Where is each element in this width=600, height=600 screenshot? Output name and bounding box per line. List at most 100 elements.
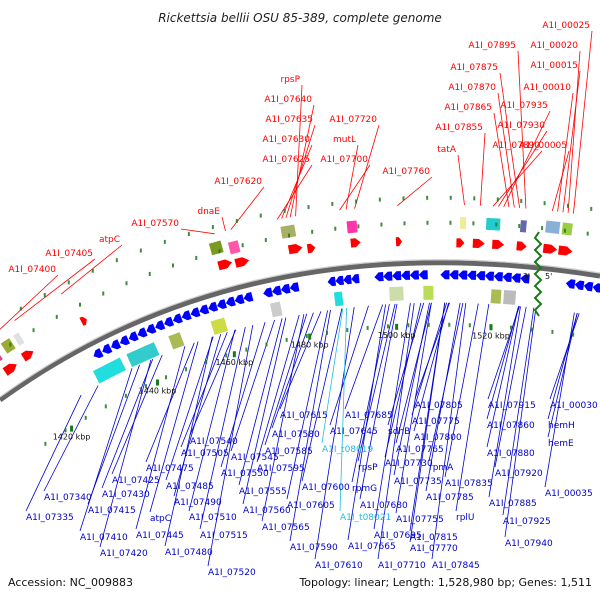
ruler-dot [283,208,286,213]
reverse-feature-block [423,285,434,300]
reverse-gene-arrow [225,296,236,307]
reverse-gene-label: A1I_07915 [488,401,536,411]
ruler-dot [67,280,70,285]
leader-line [455,304,490,512]
forward-gene-label: dnaE [197,207,220,217]
ruler-dot [380,222,383,227]
ruler-dot [124,393,127,398]
ruler-dot [245,347,248,352]
trna-gene-label: A1I_t08021 [340,513,391,523]
forward-gene-label: A1I_00005 [519,141,567,151]
reverse-gene-label: A1I_07555 [239,487,287,497]
reverse-gene-arrow [234,294,245,305]
reverse-gene-arrow [217,299,227,309]
tick-mark [70,425,74,432]
reverse-gene-label: A1I_07410 [80,533,128,543]
leader-line [547,312,578,420]
reverse-gene-label: A1I_07805 [415,401,463,411]
ruler-dot [9,342,12,347]
ruler-dot [44,441,47,446]
reverse-gene-arrow [493,272,503,282]
leader-line [164,336,213,547]
reverse-gene-arrow [289,282,300,292]
reverse-gene-arrow [440,270,450,280]
reverse-gene-arrow [199,304,210,315]
leader-line [414,302,450,400]
reverse-gene-label: A1I_07770 [410,544,458,554]
ruler-dot [43,292,46,297]
reverse-gene-label: A1I_07800 [414,433,462,443]
reverse-gene-arrow [172,313,183,324]
reverse-feature-block [333,291,344,307]
ruler-dot [125,281,128,286]
forward-gene-label: mutL [333,135,356,145]
reverse-gene-arrow [467,270,477,280]
ruler-dot [32,328,35,333]
reverse-gene-arrow [208,301,219,312]
reverse-gene-label: A1I_07710 [378,561,426,571]
forward-gene-label: A1I_07865 [444,103,492,113]
leader-line [14,258,96,321]
reverse-gene-label: A1I_07510 [189,513,237,523]
ruler-dot [472,221,475,226]
forward-gene-arrow [558,245,573,256]
reverse-gene-label: A1I_07475 [146,464,194,474]
reverse-feature-block [92,357,127,384]
forward-gene-label: A1I_07405 [45,249,93,259]
leader-line [314,307,355,560]
leader-line [238,318,283,486]
forward-feature-block [280,224,297,239]
reverse-gene-label: A1I_07735 [394,477,442,487]
forward-gene-arrow [217,259,232,271]
leader-line [486,306,519,448]
leader-line [301,308,343,482]
forward-feature-block [13,332,25,346]
ruler-dot [144,384,147,389]
reverse-gene-label: A1I_07615 [280,411,328,421]
ruler-dot [285,337,288,342]
reverse-feature-block [269,301,283,318]
ruler-dot [307,205,310,210]
reverse-feature-block [503,289,517,305]
ruler-dot [55,314,58,319]
leader-line [425,302,461,492]
forward-gene-label: rpsP [280,75,300,85]
forward-gene-label: A1I_07760 [382,167,430,177]
three-prime-marker: 3' [523,272,530,281]
reverse-gene-label: A1I_07540 [190,437,238,447]
leader-line [321,308,344,444]
leader-line [517,50,527,209]
leader-line [189,329,237,436]
leader-line [557,92,574,212]
leader-line [395,302,432,514]
ruler-dot [91,268,94,273]
forward-gene-label: A1I_07625 [262,155,310,165]
ruler-dot [102,291,105,296]
reverse-gene-label: A1I_07590 [290,543,338,553]
forward-feature-block [519,220,527,233]
reverse-gene-arrow [383,271,393,281]
reverse-gene-label: hemE [548,439,574,449]
reverse-gene-label: A1I_07755 [396,515,444,525]
reverse-gene-arrow [502,272,512,282]
reverse-gene-label: rpmG [352,484,377,494]
forward-gene-arrow [287,244,303,255]
reverse-gene-label: A1I_07695 [374,531,422,541]
forward-feature-block [561,222,573,236]
reverse-gene-arrow [327,276,337,287]
leader-line [395,302,432,444]
leader-line [377,303,415,560]
forward-gene-arrow [350,238,361,248]
reverse-gene-label: A1I_07595 [257,464,305,474]
leader-line [276,164,313,220]
ruler-dot [165,375,168,380]
reverse-gene-label: A1I_07520 [208,568,256,578]
reverse-gene-arrow [263,287,273,298]
leader-line [339,307,347,512]
ruler-dot [139,248,142,253]
forward-gene-arrow [456,238,465,248]
forward-gene-label: tatA [437,145,457,155]
reverse-gene-label: A1I_07425 [112,476,160,486]
ruler-dot [510,325,513,330]
